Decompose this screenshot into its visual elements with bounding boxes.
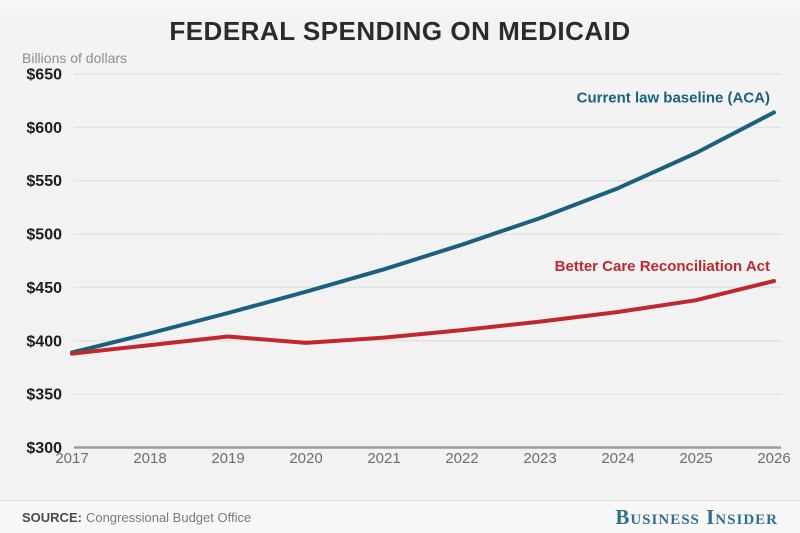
x-tick-label: 2022 [445, 450, 478, 467]
x-tick-label: 2020 [289, 450, 322, 467]
y-tick-label: $600 [26, 120, 62, 137]
y-tick-label: $350 [26, 387, 62, 404]
y-tick-label: $450 [26, 280, 62, 297]
business-insider-logo: Business Insider [615, 504, 778, 529]
x-tick-label: 2017 [55, 450, 88, 467]
y-axis-units-label: Billions of dollars [22, 50, 128, 66]
x-tick-label: 2025 [679, 450, 712, 467]
source-attribution: SOURCE: Congressional Budget Office [22, 510, 251, 525]
x-tick-label: 2026 [757, 450, 790, 467]
y-tick-label: $650 [26, 67, 62, 84]
source-label: SOURCE: [22, 509, 82, 525]
series-line-aca-baseline [70, 110, 776, 355]
source-value: Congressional Budget Office [85, 509, 252, 525]
x-tick-label: 2023 [523, 450, 556, 467]
y-tick-label: $300 [26, 440, 62, 457]
medicaid-chart: $300 $350 $400 $450 $500 $550 $600 $650 2017 2018… [26, 67, 790, 468]
series-line-bcra [70, 279, 776, 356]
chart-title: FEDERAL SPENDING ON MEDICAID [169, 16, 631, 46]
series-label-aca-baseline: Current law baseline (ACA) [577, 89, 770, 106]
footer-bar: SOURCE: Congressional Budget Office Busin… [0, 500, 800, 533]
x-tick-label: 2024 [601, 450, 634, 467]
y-tick-label: $550 [26, 173, 62, 190]
series-label-bcra: Better Care Reconciliation Act [555, 258, 770, 275]
x-tick-label: 2021 [367, 450, 400, 467]
x-tick-label: 2018 [133, 450, 166, 467]
y-tick-label: $500 [26, 227, 62, 244]
x-tick-label: 2019 [211, 450, 244, 467]
y-tick-label: $400 [26, 333, 62, 350]
